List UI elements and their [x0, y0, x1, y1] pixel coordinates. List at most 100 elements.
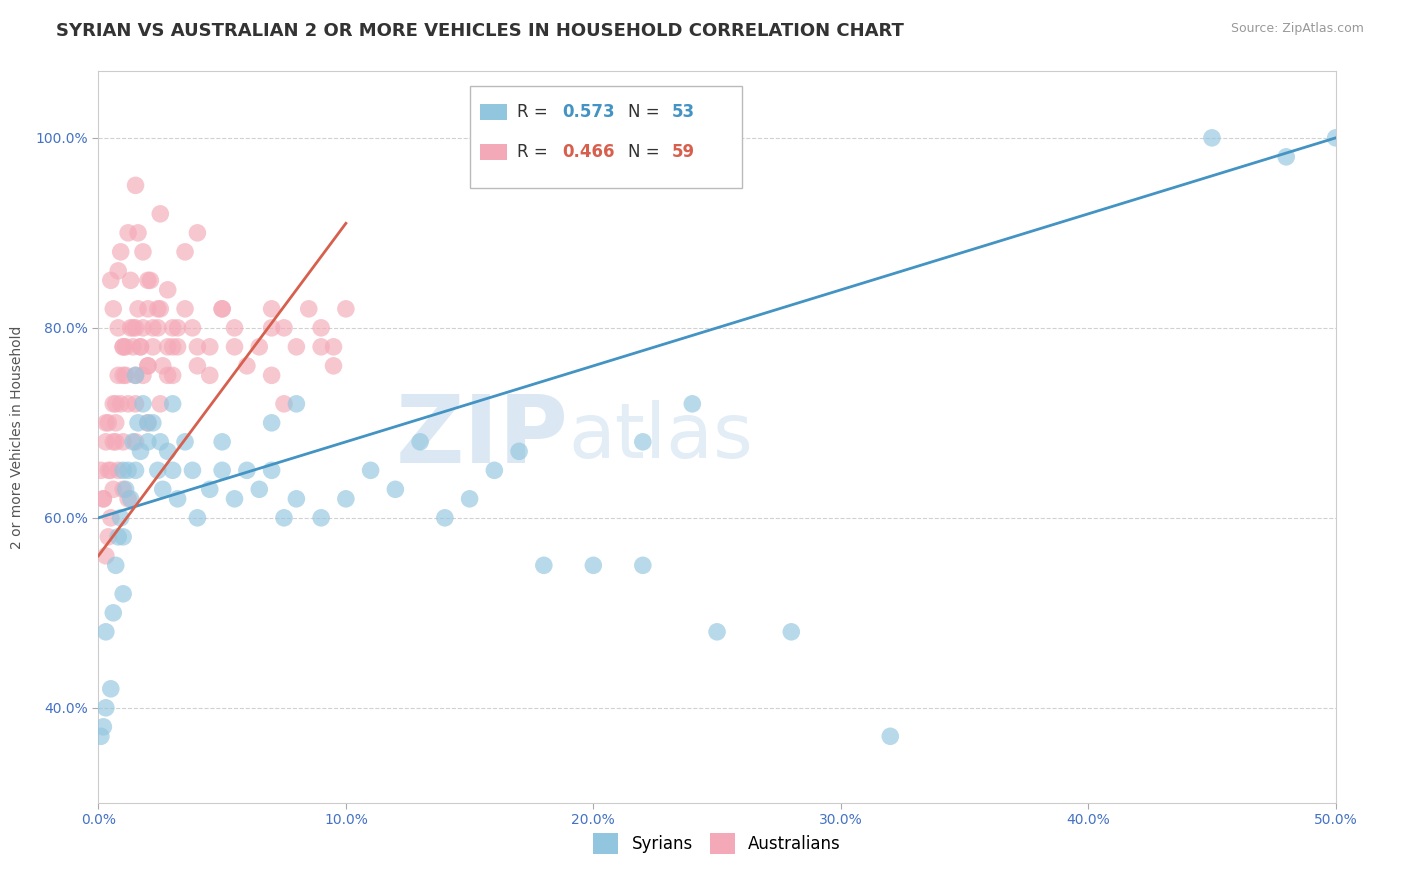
Point: [127, 301, 149, 316]
Point: [309, 340, 332, 354]
Point: [94, 416, 117, 430]
Point: [149, 397, 172, 411]
Point: [458, 491, 481, 506]
Point: [97, 416, 120, 430]
Point: [152, 359, 174, 373]
Point: [124, 434, 146, 449]
Point: [211, 434, 233, 449]
Point: [129, 340, 152, 354]
Point: [162, 321, 184, 335]
Point: [162, 368, 184, 383]
Point: [103, 397, 125, 411]
Point: [186, 359, 208, 373]
Point: [285, 340, 308, 354]
Point: [273, 321, 295, 335]
Point: [132, 397, 155, 411]
Point: [174, 244, 197, 259]
Point: [508, 444, 530, 458]
FancyBboxPatch shape: [479, 144, 506, 160]
Point: [93, 720, 115, 734]
Point: [631, 558, 654, 573]
Point: [93, 491, 115, 506]
Point: [260, 416, 283, 430]
Point: [104, 397, 127, 411]
Point: [533, 558, 555, 573]
Point: [124, 368, 146, 383]
Point: [360, 463, 382, 477]
Point: [149, 301, 172, 316]
Point: [211, 301, 233, 316]
Point: [780, 624, 803, 639]
Point: [93, 491, 115, 506]
Point: [146, 301, 169, 316]
Point: [384, 483, 406, 497]
Point: [224, 340, 246, 354]
Point: [114, 483, 136, 497]
Point: [142, 340, 165, 354]
Text: 0.466: 0.466: [562, 143, 614, 161]
Point: [114, 368, 136, 383]
Point: [198, 340, 221, 354]
Point: [322, 340, 344, 354]
Point: [136, 434, 159, 449]
Text: N =: N =: [628, 103, 665, 120]
Point: [211, 463, 233, 477]
Point: [156, 283, 179, 297]
Text: 53: 53: [671, 103, 695, 120]
Point: [117, 226, 139, 240]
Point: [112, 434, 135, 449]
Point: [224, 491, 246, 506]
Point: [124, 368, 146, 383]
Point: [107, 463, 129, 477]
Point: [236, 359, 259, 373]
Point: [127, 226, 149, 240]
Point: [631, 434, 654, 449]
Point: [211, 301, 233, 316]
Point: [186, 340, 208, 354]
Point: [104, 434, 127, 449]
Point: [146, 463, 169, 477]
Point: [309, 511, 332, 525]
Point: [260, 301, 283, 316]
Point: [260, 368, 283, 383]
Point: [181, 321, 204, 335]
Point: [582, 558, 605, 573]
Point: [247, 483, 270, 497]
Point: [156, 368, 179, 383]
Point: [124, 178, 146, 193]
Point: [112, 340, 135, 354]
Point: [124, 321, 146, 335]
Point: [149, 207, 172, 221]
Point: [198, 368, 221, 383]
Legend: Syrians, Australians: Syrians, Australians: [586, 827, 848, 860]
Point: [114, 340, 136, 354]
Point: [104, 416, 127, 430]
Point: [103, 434, 125, 449]
Point: [224, 321, 246, 335]
Point: [166, 321, 188, 335]
Point: [107, 368, 129, 383]
Point: [146, 321, 169, 335]
Point: [122, 321, 145, 335]
Point: [484, 463, 506, 477]
Point: [1201, 131, 1223, 145]
FancyBboxPatch shape: [479, 103, 506, 120]
Point: [166, 491, 188, 506]
Text: R =: R =: [516, 103, 553, 120]
Point: [100, 273, 122, 287]
Point: [285, 397, 308, 411]
Point: [260, 321, 283, 335]
Point: [236, 463, 259, 477]
Point: [110, 511, 132, 525]
Point: [117, 491, 139, 506]
Point: [247, 340, 270, 354]
Point: [122, 340, 145, 354]
Point: [120, 273, 142, 287]
Point: [706, 624, 728, 639]
Point: [90, 729, 112, 743]
Point: [124, 463, 146, 477]
Point: [104, 558, 127, 573]
Point: [124, 397, 146, 411]
Point: [110, 244, 132, 259]
Point: [103, 483, 125, 497]
